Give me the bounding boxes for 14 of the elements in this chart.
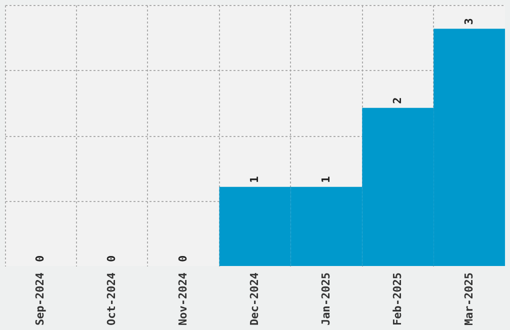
data-label: 3	[462, 18, 476, 25]
data-label: 0	[176, 255, 190, 262]
x-tick-label: Dec-2024	[248, 272, 261, 326]
data-label: 2	[390, 97, 404, 104]
x-tick-label: Jan-2025	[319, 272, 332, 326]
data-label: 0	[34, 255, 47, 262]
x-tick-label: Nov-2024	[176, 272, 190, 326]
data-label: 1	[248, 176, 261, 183]
x-tick-label: Sep-2024	[34, 272, 47, 326]
x-tick-label: Oct-2024	[105, 272, 118, 326]
x-tick-label: Feb-2025	[390, 272, 404, 326]
data-label: 0	[105, 255, 118, 262]
x-tick-label: Mar-2025	[462, 272, 476, 326]
data-label: 1	[319, 176, 332, 183]
